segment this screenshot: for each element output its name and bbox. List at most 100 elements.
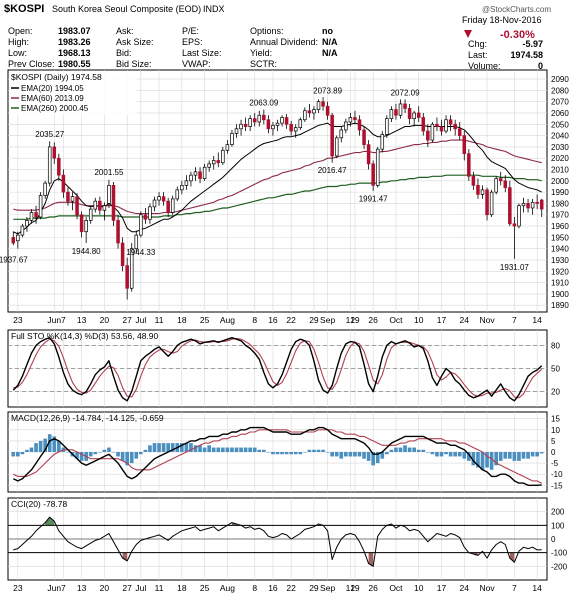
macd-histogram-bar [385,452,389,455]
macd-histogram-bar [530,452,535,457]
macd-histogram-bar [79,452,84,461]
candle-body [189,174,193,182]
candle-body [148,206,152,220]
macd-histogram-bar [34,443,38,452]
price-annotation: 2035.27 [35,130,64,139]
candle-body [193,171,198,176]
candle-body [248,118,252,127]
candle-body [407,108,412,119]
macd-histogram-bar [230,447,234,452]
quote-field-label: Bid: [116,48,132,58]
y-tick-label: 1890 [551,301,569,310]
macd-histogram-bar [166,443,170,452]
candle-body [530,201,535,209]
x-tick-label-bottom: 24 [460,583,470,593]
y-tick-label: 100 [551,521,565,530]
x-tick-label: 7 [512,315,517,325]
quote-field-value: 1974.58 [510,50,543,60]
macd-histogram-bar [457,452,462,457]
candle-body [375,148,380,186]
x-tick-label: 16 [268,315,278,325]
macd-histogram-bar [134,452,139,459]
candle-body [79,214,84,233]
macd-histogram-bar [262,449,266,452]
macd-histogram-bar [257,449,262,452]
y-tick-label: 2050 [551,120,569,129]
candle-body [243,123,248,127]
price-annotation: 2073.89 [313,86,342,95]
macd-histogram-bar [25,449,29,452]
x-tick-label-bottom: 12 [346,583,356,593]
candle-body [339,129,344,139]
y-tick-label: 200 [551,508,565,517]
x-tick-label: 24 [460,315,470,325]
candle-body [394,109,398,116]
macd-histogram-bar [111,452,116,453]
x-tick-label: 20 [100,315,110,325]
quote-field-value: 1980.55 [58,59,91,69]
candle-body [34,212,38,218]
price-annotation: 1944.80 [72,247,101,256]
quote-field-value: 1968.13 [58,48,91,58]
macd-histogram-bar [98,452,102,453]
quote-fields: Open: 1983.07 High: 1983.26 Low: 1968.13Prev … [8,26,543,71]
x-tick-label: Jun [47,315,61,325]
candle-body [293,127,298,132]
macd-histogram-bar [476,452,480,468]
macd-histogram-bar [398,447,403,452]
x-tick-label: 25 [200,315,210,325]
sto-panel-title: Full STO %K(14,3) %D(3) 53.56, 48.90 [11,331,159,341]
y-tick-label: 2000 [551,177,569,186]
candle-body [134,234,139,250]
macd-histogram-bar [129,452,134,464]
candle-body [467,153,471,177]
x-tick-label: 23 [13,315,23,325]
macd-histogram-bar [193,445,198,452]
y-tick-label: 1930 [551,256,569,265]
index-name: South Korea Seoul Composite (EOD) [52,4,201,14]
candle-body [334,137,339,157]
y-tick-label: 1970 [551,211,569,220]
candle-body [480,189,485,195]
quote-field-label: VWAP: [182,59,211,69]
x-tick-label: 8 [252,315,257,325]
macd-histogram-bar [47,434,52,452]
candle-body [380,134,385,150]
y-tick-label: -200 [551,562,568,571]
y-tick-label: 2020 [551,154,569,163]
candle-body [266,119,271,130]
macd-histogram-bar [20,452,25,455]
candle-body [457,128,462,136]
candle-body [348,117,353,123]
x-tick-label-bottom: 14 [532,583,542,593]
y-tick-label: 1900 [551,290,569,299]
y-tick-label: 2060 [551,109,569,118]
macd-histogram-bar [508,452,512,459]
quote-field-value: no [322,26,333,36]
y-tick-label: 80 [551,341,560,350]
y-tick-label: 1910 [551,279,569,288]
change-percent: -0.30% [500,29,535,41]
macd-histogram-bar [421,449,426,452]
macd-histogram-bar [29,447,34,452]
macd-histogram-bar [38,440,43,452]
x-tick-label-bottom: Aug [220,583,235,593]
candle-body [385,118,389,135]
macd-histogram-bar [57,440,61,452]
candle-body [539,199,544,210]
candle-body [344,121,348,131]
macd-histogram-bar [102,449,107,452]
macd-histogram-bar [480,452,485,470]
y-tick-label: 10 [551,426,560,435]
x-tick-label: 18 [177,315,187,325]
macd-histogram-bar [298,452,303,455]
candle-body [184,180,189,186]
candle-body [98,200,102,211]
candle-body [234,128,239,134]
macd-histogram-bar [161,443,166,452]
macd-histogram-bar [207,445,211,452]
candle-body [498,178,503,182]
chart-panels: 1890190019101920193019401950196019701980… [0,69,569,593]
macd-histogram-bar [266,452,271,453]
